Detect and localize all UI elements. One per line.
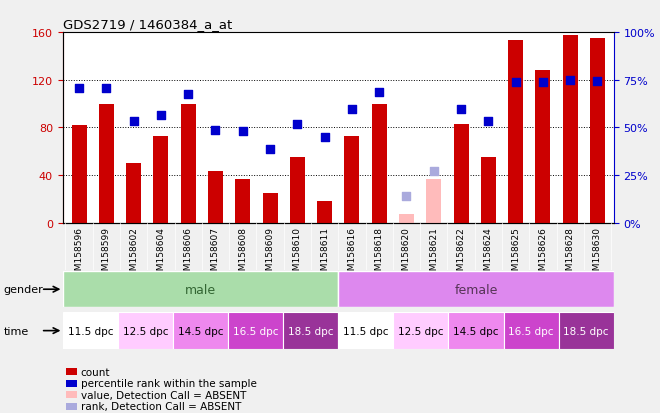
Text: GSM158624: GSM158624 bbox=[484, 227, 493, 281]
Bar bbox=[208, 172, 223, 223]
Text: GSM158620: GSM158620 bbox=[402, 227, 411, 282]
Text: 18.5 dpc: 18.5 dpc bbox=[564, 326, 609, 336]
Text: female: female bbox=[454, 283, 498, 296]
Bar bbox=[317, 202, 332, 223]
Point bbox=[292, 121, 302, 128]
Bar bbox=[63, 271, 338, 308]
Bar bbox=[372, 104, 387, 223]
Point bbox=[428, 169, 439, 175]
Point bbox=[265, 146, 275, 153]
Bar bbox=[393, 313, 449, 349]
Bar bbox=[504, 313, 558, 349]
Text: 18.5 dpc: 18.5 dpc bbox=[288, 326, 333, 336]
Bar bbox=[117, 313, 173, 349]
Bar bbox=[228, 313, 283, 349]
Text: GSM158628: GSM158628 bbox=[566, 227, 575, 282]
Text: GSM158602: GSM158602 bbox=[129, 227, 138, 282]
Bar bbox=[562, 36, 578, 223]
Bar bbox=[173, 313, 228, 349]
Point bbox=[74, 85, 84, 92]
Bar bbox=[480, 158, 496, 223]
Point bbox=[156, 113, 166, 119]
Bar bbox=[345, 136, 360, 223]
Text: GSM158621: GSM158621 bbox=[429, 227, 438, 282]
Bar bbox=[453, 124, 469, 223]
Bar bbox=[399, 215, 414, 223]
Bar bbox=[508, 41, 523, 223]
Bar bbox=[235, 179, 250, 223]
Point bbox=[510, 80, 521, 86]
Text: GSM158626: GSM158626 bbox=[539, 227, 547, 282]
Text: GSM158606: GSM158606 bbox=[183, 227, 193, 282]
Text: GSM158625: GSM158625 bbox=[511, 227, 520, 282]
Text: GSM158618: GSM158618 bbox=[375, 227, 383, 282]
Point bbox=[565, 77, 576, 84]
Bar bbox=[449, 313, 504, 349]
Text: 12.5 dpc: 12.5 dpc bbox=[123, 326, 168, 336]
Text: GSM158607: GSM158607 bbox=[211, 227, 220, 282]
Text: 11.5 dpc: 11.5 dpc bbox=[67, 326, 113, 336]
Bar bbox=[558, 313, 614, 349]
Bar bbox=[426, 179, 442, 223]
Point bbox=[128, 119, 139, 126]
Text: GSM158596: GSM158596 bbox=[75, 227, 84, 282]
Text: GSM158608: GSM158608 bbox=[238, 227, 248, 282]
Text: time: time bbox=[3, 326, 28, 336]
Bar bbox=[71, 126, 86, 223]
Text: GSM158609: GSM158609 bbox=[265, 227, 275, 282]
Text: GSM158599: GSM158599 bbox=[102, 227, 111, 282]
Bar bbox=[181, 104, 196, 223]
Text: value, Detection Call = ABSENT: value, Detection Call = ABSENT bbox=[81, 390, 246, 400]
Bar bbox=[283, 313, 339, 349]
Point bbox=[210, 127, 220, 134]
Bar bbox=[535, 71, 550, 223]
Text: 14.5 dpc: 14.5 dpc bbox=[453, 326, 499, 336]
Point bbox=[401, 194, 412, 200]
Text: GSM158622: GSM158622 bbox=[457, 227, 465, 281]
Text: gender: gender bbox=[3, 285, 43, 294]
Text: GSM158630: GSM158630 bbox=[593, 227, 602, 282]
Text: 14.5 dpc: 14.5 dpc bbox=[178, 326, 223, 336]
Text: GSM158611: GSM158611 bbox=[320, 227, 329, 282]
Bar bbox=[263, 193, 278, 223]
Bar bbox=[126, 164, 141, 223]
Text: percentile rank within the sample: percentile rank within the sample bbox=[81, 378, 256, 388]
Text: 16.5 dpc: 16.5 dpc bbox=[508, 326, 554, 336]
Point bbox=[483, 119, 494, 126]
Text: count: count bbox=[81, 367, 110, 377]
Text: GSM158616: GSM158616 bbox=[347, 227, 356, 282]
Text: 16.5 dpc: 16.5 dpc bbox=[233, 326, 279, 336]
Text: GSM158610: GSM158610 bbox=[293, 227, 302, 282]
Bar bbox=[99, 104, 114, 223]
Text: 11.5 dpc: 11.5 dpc bbox=[343, 326, 389, 336]
Point bbox=[592, 78, 603, 85]
Text: male: male bbox=[185, 283, 216, 296]
Bar bbox=[290, 158, 305, 223]
Point bbox=[319, 134, 330, 141]
Point bbox=[374, 89, 385, 96]
Point bbox=[538, 80, 548, 86]
Bar bbox=[338, 271, 614, 308]
Point bbox=[238, 128, 248, 135]
Point bbox=[101, 85, 112, 92]
Text: 12.5 dpc: 12.5 dpc bbox=[398, 326, 444, 336]
Text: GSM158604: GSM158604 bbox=[156, 227, 166, 282]
Point bbox=[183, 91, 193, 98]
Bar bbox=[153, 136, 168, 223]
Text: rank, Detection Call = ABSENT: rank, Detection Call = ABSENT bbox=[81, 401, 241, 411]
Bar bbox=[338, 313, 393, 349]
Point bbox=[346, 107, 357, 114]
Bar bbox=[590, 39, 605, 223]
Point bbox=[456, 107, 467, 114]
Bar bbox=[63, 313, 117, 349]
Text: GDS2719 / 1460384_a_at: GDS2719 / 1460384_a_at bbox=[63, 17, 232, 31]
